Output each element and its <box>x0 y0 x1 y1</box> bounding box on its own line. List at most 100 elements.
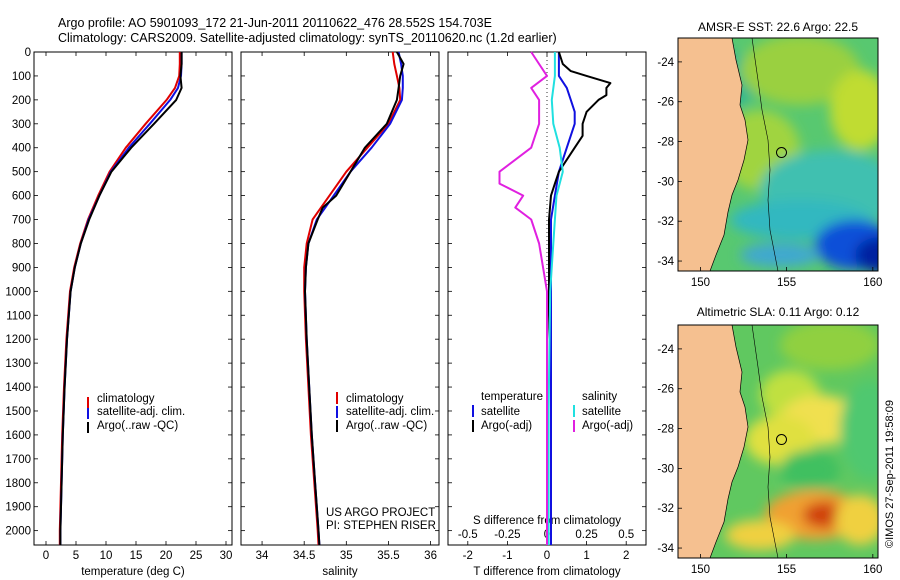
map-y-tick-label: -30 <box>657 176 674 188</box>
project-label: US ARGO PROJECT <box>326 507 435 519</box>
sla-map-frame <box>677 324 879 559</box>
series-line-argo_S <box>498 51 548 545</box>
y-tick-label: 900 <box>12 262 31 274</box>
legend-label-satellite: satellite-adj. clim. <box>97 406 185 418</box>
series-line-sat_S <box>547 52 564 545</box>
legend-label-s-argo: Argo(-adj) <box>582 420 633 432</box>
plot-frame <box>33 51 233 546</box>
s-tick-label: -0.25 <box>494 529 520 541</box>
x-tick-label: 2 <box>623 550 629 562</box>
y-tick-label: 600 <box>12 191 31 203</box>
sst-map-axes: 150 155 160 -24 -26 -28 -30 -32 -34 <box>657 57 882 289</box>
sla-map-axes: 150 155 160 -24 -26 -28 -30 -32 -34 <box>657 344 882 576</box>
map-x-tick-label: 160 <box>863 277 882 289</box>
y-tick-label: 1800 <box>5 478 31 490</box>
y-tick-label: 200 <box>12 95 31 107</box>
x-tick-label: 34.5 <box>293 550 315 562</box>
map-y-tick-label: -34 <box>657 543 674 555</box>
sst-map-field <box>678 38 878 271</box>
series-line-argo <box>304 51 405 546</box>
x-tick-label: 20 <box>160 550 173 562</box>
x-tick-label: 35.5 <box>377 550 399 562</box>
temperature-legend: climatology satellite-adj. clim. Argo(..… <box>87 393 185 433</box>
sla-map-field <box>678 325 878 558</box>
s-tick-label: -0.5 <box>458 529 478 541</box>
sla-map-title: Altimetric SLA: 0.11 Argo: 0.12 <box>697 305 860 319</box>
map-y-tick-label: -26 <box>657 384 674 396</box>
y-tick-label: 1100 <box>6 310 31 322</box>
s-tick-label: 0.5 <box>618 529 634 541</box>
x-tick-label: -1 <box>502 550 512 562</box>
y-tick-label: 100 <box>12 71 31 83</box>
s-tick-label: 0.25 <box>575 529 597 541</box>
x-tick-label: 0 <box>544 550 550 562</box>
map-y-tick-label: -32 <box>657 216 674 228</box>
sst-map-title: AMSR-E SST: 22.6 Argo: 22.5 <box>698 20 858 34</box>
y-tick-label: 1400 <box>5 382 31 394</box>
y-tick-label: 400 <box>12 143 31 155</box>
series-line-satellite <box>550 52 576 545</box>
y-tick-label: 800 <box>12 238 31 250</box>
x-tick-label: 1 <box>583 550 589 562</box>
y-tick-label: 700 <box>12 215 31 227</box>
sst-map: AMSR-E SST: 22.6 Argo: 22.5 150 155 160 -24… <box>657 20 882 289</box>
map-x-tick-label: 155 <box>777 277 796 289</box>
imos-timestamp: ©IMOS 27-Sep-2011 19:58:09 <box>884 400 896 548</box>
x-axis-label: T difference from climatology <box>473 566 620 578</box>
series-line-argo <box>59 52 183 545</box>
x-tick-label: 5 <box>73 550 79 562</box>
legend-label-climatology: climatology <box>97 393 155 405</box>
x-tick-label: 34 <box>256 550 269 562</box>
legend-label-s-satellite: satellite <box>582 406 621 418</box>
y-tick-label: 500 <box>12 167 31 179</box>
sst-map-frame <box>677 37 879 272</box>
y-tick-label: 1900 <box>5 502 31 514</box>
map-x-tick-label: 150 <box>691 277 710 289</box>
y-tick-label: 1300 <box>5 358 31 370</box>
x-tick-label: 15 <box>130 550 143 562</box>
x-tick-label: 10 <box>100 550 113 562</box>
legend-label-satellite: satellite-adj. clim. <box>346 406 434 418</box>
map-x-tick-label: 155 <box>777 564 796 576</box>
sla-map-isobath <box>751 325 779 558</box>
y-tick-label: 1600 <box>5 430 31 442</box>
pi-label: PI: STEPHEN RISER <box>326 520 436 532</box>
legend-label-argo: Argo(..raw -QC) <box>97 420 178 432</box>
x-tick-label: 30 <box>220 550 233 562</box>
x-tick-label: 25 <box>190 550 203 562</box>
y-tick-label: 0 <box>25 47 31 59</box>
sst-map-float-marker <box>776 147 787 159</box>
legend-label-climatology: climatology <box>346 393 404 405</box>
map-y-tick-label: -32 <box>657 503 674 515</box>
temperature-panel: 0100200300400500600700800900100011001200… <box>5 47 233 578</box>
y-tick-label: 1200 <box>5 334 31 346</box>
map-x-tick-label: 150 <box>691 564 710 576</box>
difference-legend: temperature satellite Argo(-adj) salinit… <box>472 391 633 432</box>
x-tick-label: 0 <box>43 550 49 562</box>
map-y-tick-label: -24 <box>657 344 674 356</box>
sla-map: Altimetric SLA: 0.11 Argo: 0.12 150 155 16… <box>657 305 882 576</box>
map-y-tick-label: -30 <box>657 463 674 475</box>
y-tick-label: 1500 <box>5 406 31 418</box>
header-line-1: Argo profile: AO 5901093_172 21-Jun-2011… <box>58 16 492 30</box>
map-y-tick-label: -28 <box>657 137 674 149</box>
sla-map-float-marker <box>776 434 787 446</box>
salinity-panel: 34 34.5 35 35.5 36 salinity <box>240 51 440 578</box>
x-tick-label: -2 <box>463 550 473 562</box>
legend-label-t-satellite: satellite <box>481 406 520 418</box>
plot-frame <box>240 51 440 546</box>
salinity-legend: climatology satellite-adj. clim. Argo(..… <box>336 392 434 432</box>
map-x-tick-label: 160 <box>863 564 882 576</box>
legend-label-argo: Argo(..raw -QC) <box>346 420 427 432</box>
sla-map-land <box>678 325 749 558</box>
map-y-tick-label: -26 <box>657 97 674 109</box>
map-y-tick-label: -28 <box>657 424 674 436</box>
legend-title-temperature: temperature <box>481 391 543 403</box>
legend-title-salinity: salinity <box>582 391 617 403</box>
legend-label-t-argo: Argo(-adj) <box>481 420 532 432</box>
y-tick-label: 300 <box>12 119 31 131</box>
x-tick-label: 35 <box>340 550 353 562</box>
x-axis-label: salinity <box>322 566 357 578</box>
